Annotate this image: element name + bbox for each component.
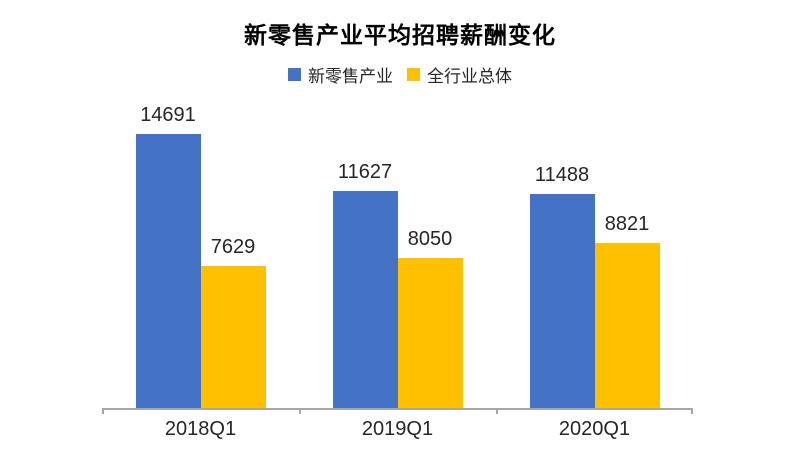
bar: 8821: [594, 213, 660, 408]
category-label: 2020Q1: [558, 418, 631, 440]
value-label: 11627: [337, 161, 393, 183]
bar: 11627: [332, 161, 398, 408]
category-label: 2018Q1: [164, 418, 237, 440]
bar: 14691: [135, 104, 201, 408]
legend-swatch-icon: [407, 67, 420, 81]
category-label: 2019Q1: [361, 418, 434, 440]
bar-chart: 新零售产业平均招聘薪酬变化 新零售产业 全行业总体 14691 7629 11627 8…: [0, 16, 800, 455]
legend-item: 全行业总体: [407, 62, 512, 87]
x-axis-labels: 2018Q1 2019Q1 2020Q1: [102, 418, 693, 441]
value-label: 7629: [210, 236, 256, 258]
legend-label: 新零售产业: [308, 66, 393, 86]
value-label: 11488: [534, 164, 590, 186]
value-label: 14691: [140, 104, 196, 126]
chart-title: 新零售产业平均招聘薪酬变化: [244, 22, 556, 48]
bar-group: 11627 8050: [299, 136, 496, 408]
value-label: 8050: [407, 228, 453, 250]
plot-area: 14691 7629 11627 8050 11488 8821: [102, 104, 693, 414]
axis-tick: [691, 408, 693, 414]
bar: 8050: [397, 228, 463, 408]
bar-group: 11488 8821: [496, 136, 693, 408]
bar: 7629: [200, 236, 266, 408]
legend: 新零售产业 全行业总体: [0, 65, 800, 86]
legend-swatch-icon: [288, 67, 301, 81]
axis-tick: [496, 408, 498, 414]
bar: 11488: [529, 164, 595, 408]
axis-tick: [299, 408, 301, 414]
value-label: 8821: [604, 213, 650, 235]
bar-group: 14691 7629: [102, 104, 299, 408]
legend-item: 新零售产业: [288, 62, 393, 87]
legend-label: 全行业总体: [427, 66, 512, 86]
axis-tick: [102, 408, 104, 414]
